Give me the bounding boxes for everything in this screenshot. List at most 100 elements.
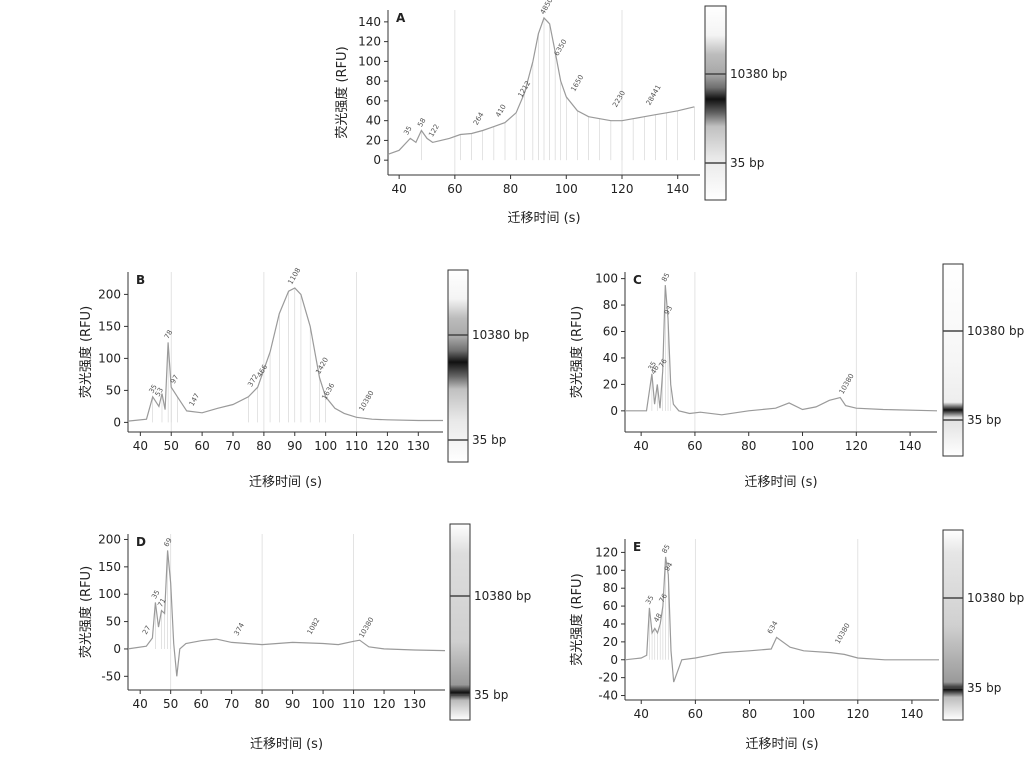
panel-letter: D <box>136 535 146 549</box>
ladder-label-upper: 10380 bp <box>967 591 1024 605</box>
peak-label: 71 <box>156 597 167 609</box>
x-tick-label: 100 <box>792 707 815 721</box>
panel-letter: A <box>396 11 406 25</box>
peak-label: 35 <box>150 589 161 601</box>
x-tick-label: 70 <box>225 439 240 453</box>
ladder-label-lower: 35 bp <box>967 681 1001 695</box>
y-tick-label: 0 <box>610 404 618 418</box>
y-tick-label: 100 <box>595 272 618 286</box>
x-tick-label: 110 <box>342 697 365 711</box>
ladder-strip <box>942 529 964 721</box>
trace-line <box>387 16 695 155</box>
ladder-strip <box>704 5 727 201</box>
peak-label: 10380 <box>358 616 376 639</box>
x-tick-label: 80 <box>741 439 756 453</box>
y-axis-title: 荧光强度 (RFU) <box>78 566 94 658</box>
peak-label: 35 <box>148 383 159 395</box>
peak-label: 1108 <box>286 267 302 286</box>
panel-A: 40 60 80 100 120 140 0 20 40 60 80 100 120 140 3558122… <box>334 0 787 226</box>
y-tick-label: 100 <box>595 563 618 577</box>
ladder-strip <box>942 263 964 457</box>
x-tick-label: 80 <box>742 707 757 721</box>
panel-letter: C <box>633 273 642 287</box>
peak-label: 93 <box>663 305 674 317</box>
x-tick-label: 120 <box>376 439 399 453</box>
ladder-strip <box>449 523 471 721</box>
y-tick-label: 60 <box>603 599 618 613</box>
x-tick-label: 90 <box>285 697 300 711</box>
panel-B: 40 50 60 70 80 90 100 110 120 130 0 50 100 150 200 3553… <box>78 267 529 490</box>
y-tick-label: -50 <box>101 669 121 683</box>
y-tick-label: 40 <box>603 351 618 365</box>
ladder-strip <box>447 269 469 463</box>
y-tick-label: 100 <box>98 587 121 601</box>
peak-label: 1650 <box>569 74 585 93</box>
peak-label: 85 <box>660 271 671 283</box>
x-tick-label: 120 <box>845 439 868 453</box>
y-axis-title: 荧光强度 (RFU) <box>334 46 350 138</box>
x-tick-label: 60 <box>447 182 462 196</box>
x-tick-label: 50 <box>163 697 178 711</box>
x-tick-label: 40 <box>392 182 407 196</box>
panel-letter: B <box>136 273 145 287</box>
y-tick-label: 100 <box>358 54 381 68</box>
peak-label: 2230 <box>611 89 627 108</box>
y-tick-label: 80 <box>603 581 618 595</box>
y-axis-title: 荧光强度 (RFU) <box>78 306 94 398</box>
panel-letter: E <box>633 540 641 554</box>
peak-label: 10380 <box>838 372 856 395</box>
y-axis-title: 荧光强度 (RFU) <box>569 306 585 398</box>
x-tick-label: 60 <box>194 697 209 711</box>
y-tick-label: 100 <box>98 351 121 365</box>
x-tick-label: 40 <box>634 707 649 721</box>
y-tick-label: 40 <box>603 617 618 631</box>
y-tick-label: 80 <box>366 74 381 88</box>
x-axis-title: 迁移时间 (s) <box>250 737 323 752</box>
peak-label: 4850 <box>539 0 555 16</box>
peak-label: 1636 <box>320 381 336 401</box>
peak-label: 634 <box>766 619 780 635</box>
peak-label: 410 <box>494 103 508 119</box>
y-tick-label: 0 <box>113 415 121 429</box>
x-tick-label: 130 <box>403 697 426 711</box>
peak-label: 6350 <box>553 38 569 57</box>
peak-label: 374 <box>233 621 247 637</box>
y-tick-label: 50 <box>106 615 121 629</box>
x-tick-label: 80 <box>256 439 271 453</box>
x-tick-label: 120 <box>846 707 869 721</box>
ladder-label-upper: 10380 bp <box>730 67 787 81</box>
x-tick-label: 140 <box>666 182 689 196</box>
x-tick-label: 40 <box>133 697 148 711</box>
x-tick-label: 140 <box>900 707 923 721</box>
y-tick-label: 0 <box>113 642 121 656</box>
y-tick-label: -40 <box>598 689 618 703</box>
y-tick-label: 0 <box>610 653 618 667</box>
y-axis-title: 荧光强度 (RFU) <box>569 573 585 665</box>
peak-label: 35 <box>402 125 413 137</box>
peak-label: 85 <box>660 543 671 555</box>
trace-line <box>625 285 938 416</box>
y-tick-label: 140 <box>358 15 381 29</box>
y-tick-label: 60 <box>603 325 618 339</box>
peak-label: 97 <box>169 373 180 385</box>
ladder-label-lower: 35 bp <box>730 156 764 170</box>
x-tick-label: 80 <box>503 182 518 196</box>
peak-label: 10380 <box>358 389 376 412</box>
ladder-label-upper: 10380 bp <box>474 589 531 603</box>
y-tick-label: 20 <box>366 133 381 147</box>
peak-label: 466 <box>256 363 270 379</box>
x-tick-label: 60 <box>194 439 209 453</box>
trace-line <box>127 550 446 677</box>
trace-line <box>624 556 939 683</box>
x-tick-label: 60 <box>688 707 703 721</box>
peak-label: 46 <box>649 364 661 376</box>
y-tick-label: 150 <box>98 319 121 333</box>
x-axis-title: 迁移时间 (s) <box>507 211 580 226</box>
x-tick-label: 40 <box>133 439 148 453</box>
peak-label: 1212 <box>517 79 533 98</box>
peak-label: 1082 <box>306 617 322 636</box>
trace-line <box>127 287 443 422</box>
y-tick-label: 120 <box>358 35 381 49</box>
x-tick-label: 120 <box>611 182 634 196</box>
